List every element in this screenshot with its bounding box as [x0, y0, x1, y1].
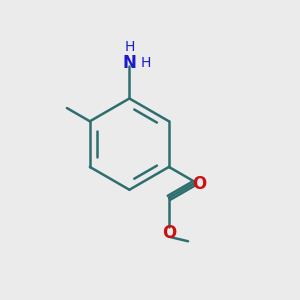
- Text: O: O: [193, 175, 207, 193]
- Text: O: O: [162, 224, 176, 242]
- Text: H: H: [140, 56, 151, 70]
- Text: H: H: [124, 40, 135, 54]
- Text: N: N: [122, 54, 136, 72]
